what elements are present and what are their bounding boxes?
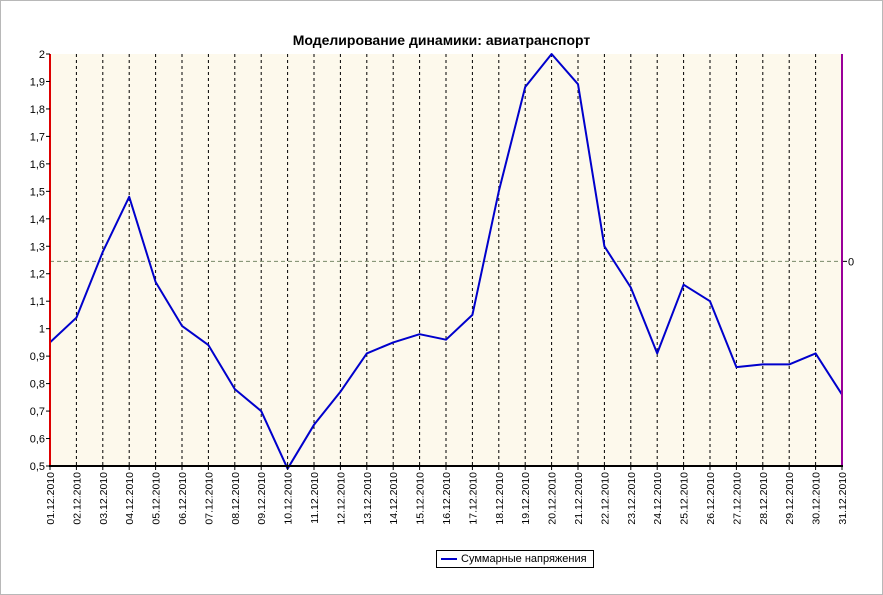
y-tick-label: 0,9 [30, 351, 45, 363]
y-tick-label: 1,3 [30, 241, 45, 253]
x-tick-label: 20.12.2010 [547, 472, 559, 525]
x-tick-label: 08.12.2010 [230, 472, 242, 525]
x-tick-label: 22.12.2010 [599, 472, 611, 525]
y-tick-label: 1,7 [30, 131, 45, 143]
x-tick-label: 19.12.2010 [520, 472, 532, 525]
y-tick-label: 1,8 [30, 104, 45, 116]
y-tick-label: 1,4 [30, 214, 45, 226]
x-tick-label: 01.12.2010 [45, 472, 57, 525]
x-tick-label: 04.12.2010 [124, 472, 136, 525]
y-tick-label: 0,6 [30, 434, 45, 446]
x-tick-label: 15.12.2010 [415, 472, 427, 525]
x-tick-label: 25.12.2010 [679, 472, 691, 525]
x-tick-label: 26.12.2010 [705, 472, 717, 525]
x-tick-label: 14.12.2010 [388, 472, 400, 525]
y-tick-label: 1,1 [30, 296, 45, 308]
x-tick-label: 23.12.2010 [626, 472, 638, 525]
x-tick-label: 11.12.2010 [309, 472, 321, 524]
x-tick-label: 05.12.2010 [151, 472, 163, 525]
y-tick-label: 0,8 [30, 379, 45, 391]
x-tick-label: 17.12.2010 [467, 472, 479, 525]
x-tick-label: 29.12.2010 [784, 472, 796, 525]
x-tick-label: 07.12.2010 [203, 472, 215, 525]
legend-series-swatch [441, 558, 457, 560]
x-tick-label: 06.12.2010 [177, 472, 189, 525]
x-tick-label: 13.12.2010 [362, 472, 374, 525]
y-tick-label: 1 [39, 324, 45, 336]
y-tick-label: 1,9 [30, 76, 45, 88]
y-axis-ticks: 0,5 0,6 0,7 0,8 0,9 1 1,1 1,2 1,3 1,4 1,5 1,6 1,7 1,8… [30, 49, 50, 473]
legend: Суммарные напряжения [436, 550, 594, 568]
x-tick-label: 30.12.2010 [811, 472, 823, 525]
x-tick-label: 28.12.2010 [758, 472, 770, 525]
x-tick-label: 31.12.2010 [837, 472, 849, 525]
y-tick-label: 0,7 [30, 406, 45, 418]
legend-series-label: Суммарные напряжения [461, 553, 587, 565]
x-tick-label: 27.12.2010 [731, 472, 743, 525]
grid-lines [75, 54, 817, 466]
x-tick-label: 18.12.2010 [494, 472, 506, 525]
x-tick-label: 09.12.2010 [256, 472, 268, 525]
x-tick-label: 03.12.2010 [98, 472, 110, 525]
y-tick-label: 1,2 [30, 269, 45, 281]
x-tick-label: 12.12.2010 [335, 472, 347, 525]
x-tick-label: 21.12.2010 [573, 472, 585, 525]
x-tick-label: 16.12.2010 [441, 472, 453, 525]
right-axis-label: 0 [848, 256, 854, 268]
x-tick-label: 10.12.2010 [283, 472, 295, 525]
y-tick-label: 2 [39, 49, 45, 61]
x-tick-label: 24.12.2010 [652, 472, 664, 525]
x-tick-label: 02.12.2010 [71, 472, 83, 525]
y-tick-label: 1,5 [30, 186, 45, 198]
chart-title: Моделирование динамики: авиатранспорт [292, 32, 591, 48]
series-layer [49, 53, 843, 470]
y-tick-label: 1,6 [30, 159, 45, 171]
x-axis-ticks: 01.12.2010 02.12.2010 03.12.2010 04.12.2010… [45, 466, 849, 525]
y-tick-label: 0,5 [30, 461, 45, 473]
